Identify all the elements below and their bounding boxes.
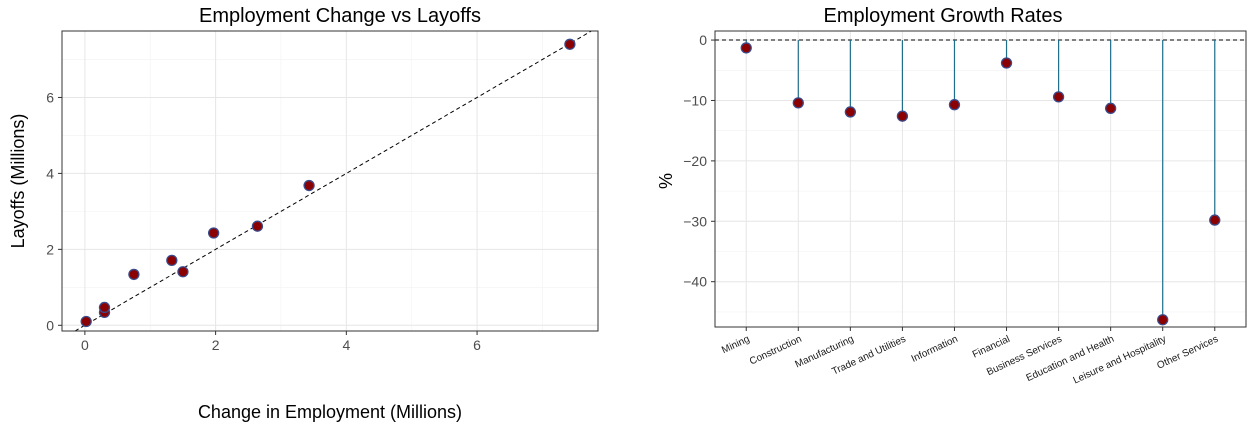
lollipop-point (1157, 314, 1169, 326)
lollipop-x-tick-label: Leisure and Hospitality (1072, 334, 1168, 387)
scatter-point (177, 266, 189, 278)
lollipop-y-ticks: 0 −10 −20 −30 −40 (683, 32, 715, 290)
scatter-point (80, 315, 92, 328)
scatter-y-tick-label: 4 (46, 165, 54, 181)
scatter-x-axis-label: Change in Employment (Millions) (198, 402, 462, 422)
scatter-point (303, 179, 315, 192)
lollipop-title: Employment Growth Rates (824, 5, 1063, 27)
scatter-x-tick-label: 6 (473, 337, 481, 353)
scatter-panel: Employment Change vs Layoffs 0 2 4 6 0 2 4 6 C… (8, 5, 599, 422)
lollipop-y-tick-label: 0 (699, 32, 707, 48)
scatter-y-tick-label: 0 (46, 317, 54, 333)
scatter-point (207, 227, 220, 239)
lollipop-point (1104, 102, 1117, 114)
scatter-plot-area (62, 31, 598, 331)
lollipop-y-tick-label: −30 (683, 213, 707, 229)
lollipop-x-tick-label: Mining (720, 334, 751, 356)
lollipop-point (1000, 57, 1013, 69)
scatter-x-tick-label: 0 (81, 337, 89, 353)
lollipop-point (1209, 214, 1221, 226)
scatter-point (98, 301, 111, 314)
lollipop-y-tick-label: −40 (683, 274, 707, 290)
lollipop-y-tick-label: −20 (683, 153, 707, 169)
lollipop-point (740, 42, 752, 54)
scatter-y-tick-label: 2 (46, 241, 54, 257)
scatter-y-axis-label: Layoffs (Millions) (8, 114, 28, 249)
lollipop-panel-border (714, 30, 1247, 328)
scatter-y-tick-label: 6 (46, 89, 54, 105)
lollipop-point (1052, 91, 1065, 103)
scatter-x-tick-label: 2 (212, 337, 220, 353)
scatter-title: Employment Change vs Layoffs (199, 5, 481, 27)
lollipop-x-tick-label: Financial (971, 334, 1012, 361)
scatter-panel-border (61, 30, 599, 332)
lollipop-plot-area (715, 31, 1246, 327)
scatter-point (128, 268, 140, 281)
lollipop-points (740, 42, 1221, 326)
scatter-x-tick-label: 4 (342, 337, 350, 353)
scatter-y-ticks: 0 2 4 6 (46, 89, 62, 333)
scatter-point (564, 38, 576, 50)
scatter-point (166, 254, 178, 267)
lollipop-stems (745, 40, 1216, 320)
lollipop-point (948, 99, 961, 111)
scatter-reference-line-group (74, 30, 592, 332)
scatter-reference-line (74, 30, 592, 332)
scatter-gridlines (62, 31, 598, 331)
lollipop-point (844, 106, 857, 118)
scatter-x-ticks: 0 2 4 6 (81, 331, 481, 353)
lollipop-y-axis-label: % (656, 173, 676, 189)
lollipop-point (896, 110, 909, 122)
lollipop-panel: Employment Growth Rates 0 −10 −20 −30 −40 Mi… (656, 5, 1247, 386)
scatter-points (80, 38, 576, 328)
lollipop-x-tick-label: Information (910, 334, 960, 365)
scatter-point (251, 220, 264, 232)
lollipop-x-tick-label: Education and Health (1025, 334, 1116, 384)
lollipop-point (792, 97, 804, 109)
lollipop-y-tick-label: −10 (683, 92, 707, 108)
